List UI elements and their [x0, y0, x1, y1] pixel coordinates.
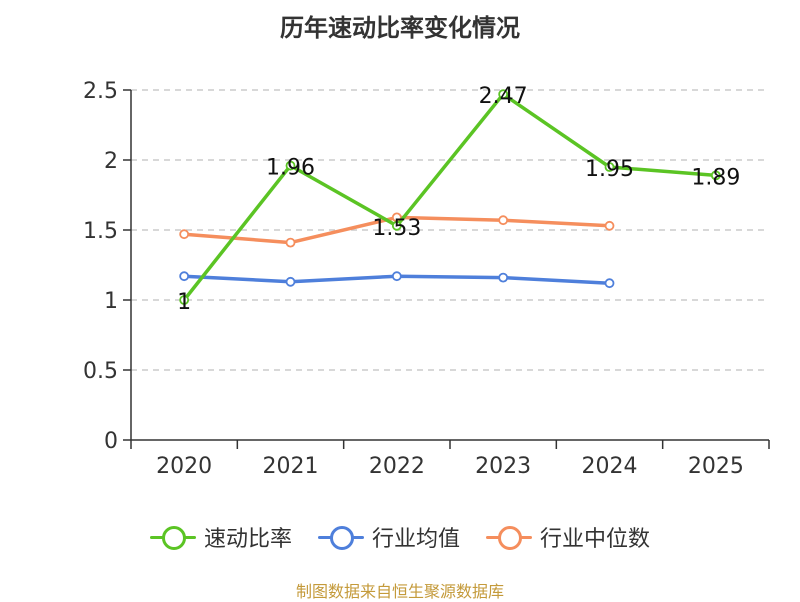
- legend-label: 行业均值: [371, 527, 460, 552]
- legend-item-quick-ratio[interactable]: 速动比率: [149, 521, 292, 553]
- data-label: 1.53: [372, 216, 421, 241]
- data-point: [604, 220, 615, 231]
- legend-swatch-industry-mean: [317, 525, 364, 550]
- data-point: [604, 278, 615, 289]
- series-line: [182, 92, 716, 302]
- legend: 速动比率 行业均值 行业中位数: [0, 520, 800, 554]
- x-tick-label: 2023: [475, 454, 531, 479]
- y-tick-label: 0.5: [83, 359, 118, 384]
- source-note: 制图数据来自恒生聚源数据库: [295, 582, 504, 601]
- series: [179, 89, 721, 305]
- data-point: [391, 220, 402, 231]
- x-tick-label: 2021: [263, 454, 319, 479]
- data-point: [498, 89, 509, 100]
- data-label: 1.96: [266, 156, 315, 181]
- data-point: [498, 215, 509, 226]
- y-tick-label: 0: [104, 429, 118, 454]
- axes: 0 0.5 1 1.5 2 2.5 2020 2021 2022 2023 2024 2025: [83, 79, 770, 479]
- data-point: [710, 170, 721, 181]
- data-point: [285, 276, 296, 287]
- data-label: 1.89: [691, 165, 740, 190]
- y-tick-label: 2: [104, 149, 118, 174]
- legend-item-industry-mean[interactable]: 行业均值: [317, 521, 460, 553]
- y-tick-label: 1: [104, 289, 118, 314]
- legend-label: 行业中位数: [540, 527, 651, 552]
- data-point: [179, 295, 190, 305]
- grid-lines: [131, 89, 769, 371]
- legend-label: 速动比率: [203, 527, 292, 552]
- legend-item-industry-median[interactable]: 行业中位数: [486, 521, 650, 553]
- x-tick-label: 2025: [688, 454, 744, 479]
- data-point: [285, 237, 296, 248]
- data-point: [179, 229, 190, 240]
- data-label: 2.47: [479, 84, 528, 109]
- y-tick-label: 1.5: [83, 219, 118, 244]
- legend-swatch-quick-ratio: [149, 525, 196, 550]
- x-tick-label: 2022: [369, 454, 425, 479]
- data-label: 1: [177, 290, 191, 315]
- data-point: [604, 162, 615, 172]
- legend-swatch-industry-median: [486, 525, 532, 550]
- data-labels: 1 1.96 1.53 2.47 1.95 1.89: [177, 84, 740, 315]
- x-tick-label: 2020: [156, 454, 212, 479]
- chart-title: 历年速动比率变化情况: [280, 14, 520, 42]
- data-point: [285, 160, 296, 171]
- data-point: [391, 271, 402, 282]
- data-point: [179, 271, 190, 282]
- data-point: [498, 272, 509, 283]
- data-label: 1.95: [585, 157, 634, 182]
- x-tick-label: 2024: [582, 454, 638, 479]
- y-tick-label: 2.5: [83, 79, 118, 104]
